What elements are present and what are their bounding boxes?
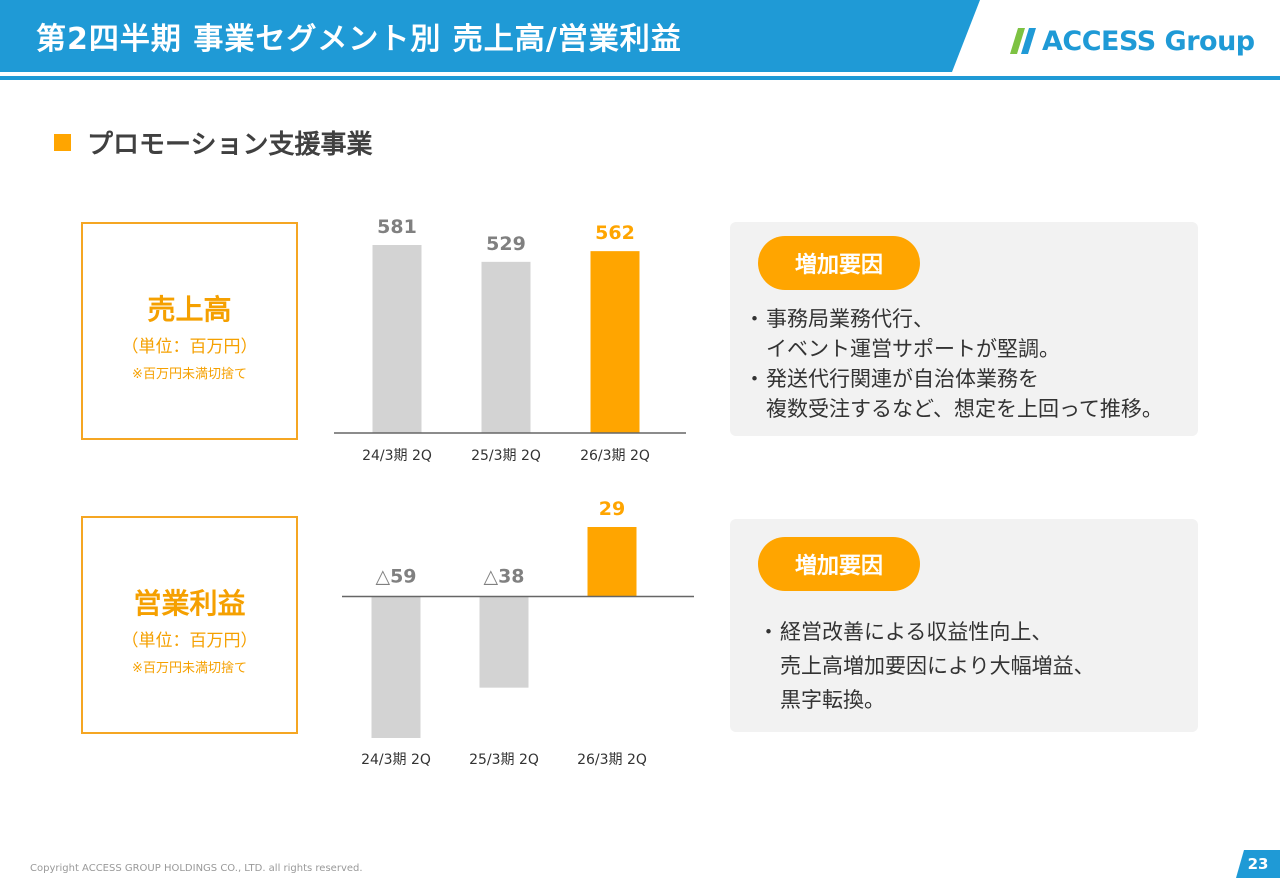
profit-factor-text: ・経営改善による収益性向上、 売上高増加要因により大幅増益、 黒字転換。 (758, 615, 1095, 717)
sales-factor-tag: 増加要因 (758, 236, 920, 290)
logo-slash-icon (1010, 28, 1036, 54)
header-background (0, 0, 1280, 80)
square-bullet-icon (54, 134, 71, 151)
category-label-1: 25/3期 2Q (471, 448, 541, 464)
profit-label-box: 営業利益 （単位：百万円） ※百万円未満切捨て (81, 516, 298, 734)
section-title: プロモーション支援事業 (87, 130, 373, 160)
profit-unit: （単位：百万円） (121, 631, 258, 651)
logo-text: ACCESS Group (1042, 25, 1255, 57)
bar-0 (372, 245, 422, 433)
list-item: ・経営改善による収益性向上、 (758, 620, 1053, 644)
data-label-1: 529 (486, 233, 526, 255)
category-label-2: 26/3期 2Q (580, 448, 650, 464)
profit-factor-panel: 増加要因 ・経営改善による収益性向上、 売上高増加要因により大幅増益、 黒字転換… (730, 519, 1198, 732)
category-label-1: 25/3期 2Q (469, 752, 539, 768)
section-heading: プロモーション支援事業 (54, 124, 372, 161)
bar-1 (479, 596, 529, 688)
data-label-1: △38 (483, 566, 524, 588)
category-label-2: 26/3期 2Q (577, 752, 647, 768)
sales-title: 売上高 (147, 293, 232, 326)
profit-factor-tag: 増加要因 (758, 537, 920, 591)
company-logo: ACCESS Group (1010, 24, 1255, 58)
header-bar: 第2四半期 事業セグメント別 売上高/営業利益 ACCESS Group (0, 0, 1280, 80)
list-item: 黒字転換。 (780, 688, 885, 712)
sales-factor-panel: 増加要因 ・事務局業務代行、 イベント運営サポートが堅調。 ・発送代行関連が自治… (730, 222, 1198, 436)
sales-label-box: 売上高 （単位：百万円） ※百万円未満切捨て (81, 222, 298, 440)
bar-2 (590, 251, 640, 433)
profit-note: ※百万円未満切捨て (132, 661, 247, 676)
page-title: 第2四半期 事業セグメント別 売上高/営業利益 (36, 22, 682, 57)
sales-unit: （単位：百万円） (121, 337, 258, 357)
list-item: ・事務局業務代行、 (744, 307, 934, 331)
category-label-0: 24/3期 2Q (361, 752, 431, 768)
data-label-2: 562 (595, 222, 635, 244)
bar-0 (371, 596, 421, 738)
list-item: ・発送代行関連が自治体業務を (744, 367, 1039, 391)
data-label-0: △59 (375, 566, 416, 588)
bar-2 (587, 527, 637, 597)
page-number: 23 (1247, 855, 1269, 873)
list-item: 売上高増加要因により大幅増益、 (780, 654, 1095, 678)
sales-factor-text: ・事務局業務代行、 イベント運営サポートが堅調。 ・発送代行関連が自治体業務を … (744, 304, 1163, 424)
page-number-badge (1236, 850, 1280, 878)
sales-note: ※百万円未満切捨て (132, 367, 247, 382)
profit-title: 営業利益 (133, 587, 246, 620)
profit-bar-chart: △59 24/3期 2Q △38 25/3期 2Q 29 26/3期 2Q (342, 498, 694, 768)
data-label-2: 29 (599, 498, 625, 520)
bar-1 (481, 261, 531, 433)
data-label-0: 581 (377, 216, 417, 238)
list-item: 複数受注するなど、想定を上回って推移。 (766, 397, 1163, 421)
copyright-text: Copyright ACCESS GROUP HOLDINGS CO., LTD… (30, 863, 363, 874)
category-label-0: 24/3期 2Q (362, 448, 432, 464)
list-item: イベント運営サポートが堅調。 (766, 337, 1060, 361)
sales-bar-chart: 581 24/3期 2Q 529 25/3期 2Q 562 26/3期 2Q (334, 216, 686, 464)
